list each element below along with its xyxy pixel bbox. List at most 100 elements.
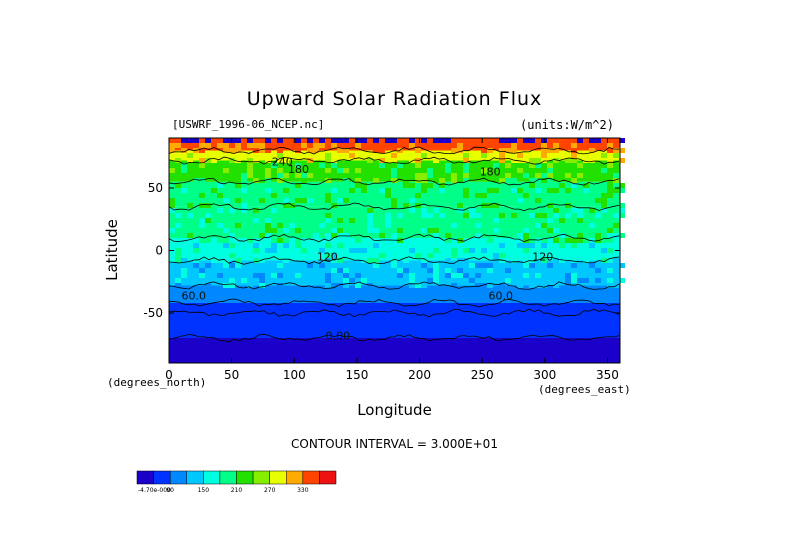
heatmap-cell	[253, 178, 259, 183]
heatmap-cell	[577, 233, 583, 238]
heatmap-cell	[415, 203, 421, 208]
heatmap-cell	[493, 188, 499, 193]
heatmap-cell	[607, 258, 613, 263]
heatmap-cell	[601, 233, 607, 238]
heatmap-cell	[523, 263, 529, 268]
heatmap-cell	[253, 223, 259, 228]
heatmap-cell	[205, 218, 211, 223]
heatmap-cell	[229, 278, 235, 283]
heatmap-cell	[601, 193, 607, 198]
heatmap-cell	[535, 193, 541, 198]
heatmap-cell	[523, 258, 529, 263]
colorbar-label: 330	[297, 487, 309, 494]
heatmap-cell	[475, 273, 481, 278]
heatmap-cell	[493, 173, 499, 178]
heatmap-cell	[295, 238, 301, 243]
heatmap-cell	[415, 153, 421, 158]
heatmap-cell	[403, 248, 409, 253]
heatmap-cell	[547, 173, 553, 178]
heatmap-cell	[193, 218, 199, 223]
heatmap-cell	[235, 258, 241, 263]
heatmap-cell	[505, 223, 511, 228]
heatmap-cell	[199, 148, 205, 153]
heatmap-cell	[307, 173, 313, 178]
heatmap-cell	[613, 283, 619, 288]
heatmap-cell	[523, 193, 529, 198]
heatmap-cell	[409, 278, 415, 283]
heatmap-cell	[217, 163, 223, 168]
heatmap-cell	[619, 138, 625, 143]
heatmap-cell	[223, 208, 229, 213]
heatmap-cell	[235, 158, 241, 163]
heatmap-cell	[199, 223, 205, 228]
heatmap-cell	[577, 208, 583, 213]
heatmap-cell	[325, 228, 331, 233]
heatmap-cell	[253, 273, 259, 278]
heatmap-cell	[553, 143, 559, 148]
heatmap-cell	[253, 213, 259, 218]
heatmap-cell	[583, 188, 589, 193]
x-tick-label: 250	[471, 368, 494, 382]
heatmap-cell	[307, 143, 313, 148]
heatmap-cell	[277, 223, 283, 228]
heatmap-cell	[331, 253, 337, 258]
heatmap-cell	[379, 253, 385, 258]
heatmap-cell	[451, 183, 457, 188]
heatmap-cell	[511, 163, 517, 168]
heatmap-cell	[529, 203, 535, 208]
heatmap-cell	[499, 143, 505, 148]
heatmap-cell	[457, 273, 463, 278]
heatmap-cell	[451, 228, 457, 233]
heatmap-cell	[319, 218, 325, 223]
heatmap-cell	[607, 198, 613, 203]
heatmap-cell	[553, 218, 559, 223]
heatmap-cell	[463, 213, 469, 218]
heatmap-cell	[607, 233, 613, 238]
heatmap-cell	[289, 153, 295, 158]
heatmap-cell	[175, 143, 181, 148]
heatmap-cell	[301, 143, 307, 148]
heatmap-cell	[559, 153, 565, 158]
heatmap-cell	[601, 203, 607, 208]
heatmap-cell	[403, 268, 409, 273]
contour-label: 0.00	[326, 329, 351, 342]
heatmap-cell	[343, 283, 349, 288]
heatmap-cell	[583, 238, 589, 243]
heatmap-cell	[571, 273, 577, 278]
heatmap-cell	[385, 158, 391, 163]
heatmap-cell	[181, 248, 187, 253]
heatmap-cell	[505, 278, 511, 283]
heatmap-cell	[295, 243, 301, 248]
heatmap-cell	[319, 138, 325, 143]
heatmap-cell	[385, 248, 391, 253]
heatmap-cell	[463, 273, 469, 278]
heatmap-cell	[331, 143, 337, 148]
heatmap-cell	[571, 153, 577, 158]
heatmap-cell	[169, 203, 175, 208]
heatmap-cell	[361, 198, 367, 203]
heatmap-cell	[193, 243, 199, 248]
heatmap-cell	[349, 193, 355, 198]
heatmap-cell	[541, 158, 547, 163]
heatmap-cell	[607, 248, 613, 253]
heatmap-cell	[535, 188, 541, 193]
heatmap-cell	[427, 193, 433, 198]
heatmap-cell	[493, 258, 499, 263]
heatmap-cell	[547, 228, 553, 233]
heatmap-cell	[433, 273, 439, 278]
heatmap-cell	[229, 183, 235, 188]
heatmap-cell	[361, 138, 367, 143]
heatmap-cell	[373, 253, 379, 258]
heatmap-cell	[475, 163, 481, 168]
heatmap-cell	[175, 188, 181, 193]
heatmap-cell	[553, 228, 559, 233]
heatmap-cell	[349, 248, 355, 253]
heatmap-cell	[415, 253, 421, 258]
heatmap-cell	[355, 248, 361, 253]
heatmap-cell	[571, 278, 577, 283]
heatmap-cell	[619, 203, 625, 208]
heatmap-cell	[349, 153, 355, 158]
heatmap-cell	[529, 238, 535, 243]
heatmap-cell	[373, 258, 379, 263]
heatmap-cell	[355, 183, 361, 188]
